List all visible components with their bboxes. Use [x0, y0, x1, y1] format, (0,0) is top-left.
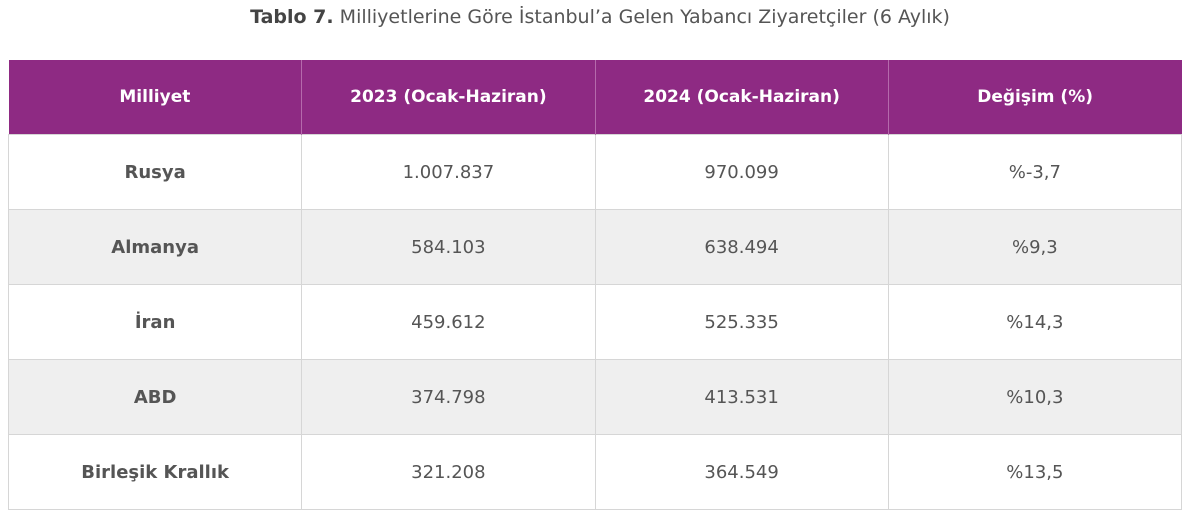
table-row: Almanya 584.103 638.494 %9,3 [7, 209, 1183, 285]
value-cell: %-3,7 [887, 134, 1183, 210]
column-header: Değişim (%) [887, 60, 1182, 135]
nationality-cell: İran [7, 284, 303, 360]
value-cell: 374.798 [301, 359, 596, 435]
table-title: Tablo 7. Milliyetlerine Göre İstanbul’a … [0, 6, 1200, 28]
value-cell: 413.531 [594, 359, 889, 435]
visitor-table: Milliyet 2023 (Ocak-Haziran) 2024 (Ocak-Ha… [7, 60, 1183, 510]
table-row: İran 459.612 525.335 %14,3 [7, 284, 1183, 360]
value-cell: 364.549 [594, 434, 889, 510]
value-cell: 970.099 [594, 134, 889, 210]
nationality-cell: Rusya [7, 134, 303, 210]
value-cell: 525.335 [594, 284, 889, 360]
value-cell: 638.494 [594, 209, 889, 285]
value-cell: %14,3 [887, 284, 1183, 360]
column-header: 2023 (Ocak-Haziran) [301, 60, 595, 135]
table-caption: Milliyetlerine Göre İstanbul’a Gelen Yab… [339, 6, 950, 28]
table-head: Milliyet 2023 (Ocak-Haziran) 2024 (Ocak-Ha… [8, 60, 1182, 135]
column-header: Milliyet [8, 60, 302, 135]
value-cell: 321.208 [301, 434, 596, 510]
value-cell: %13,5 [887, 434, 1183, 510]
table-row: Birleşik Krallık 321.208 364.549 %13,5 [7, 434, 1183, 510]
header-row: Milliyet 2023 (Ocak-Haziran) 2024 (Ocak-Ha… [8, 60, 1182, 135]
table-row: ABD 374.798 413.531 %10,3 [7, 359, 1183, 435]
table-row: Rusya 1.007.837 970.099 %-3,7 [7, 134, 1183, 210]
column-header: 2024 (Ocak-Haziran) [594, 60, 889, 135]
value-cell: 1.007.837 [301, 134, 596, 210]
table-body: Rusya 1.007.837 970.099 %-3,7 Almanya 584.103… [7, 134, 1183, 510]
value-cell: 584.103 [301, 209, 596, 285]
value-cell: 459.612 [301, 284, 596, 360]
nationality-cell: Birleşik Krallık [7, 434, 303, 510]
value-cell: %10,3 [887, 359, 1183, 435]
table-label: Tablo 7. [250, 6, 334, 28]
value-cell: %9,3 [887, 209, 1183, 285]
nationality-cell: Almanya [7, 209, 303, 285]
nationality-cell: ABD [7, 359, 303, 435]
